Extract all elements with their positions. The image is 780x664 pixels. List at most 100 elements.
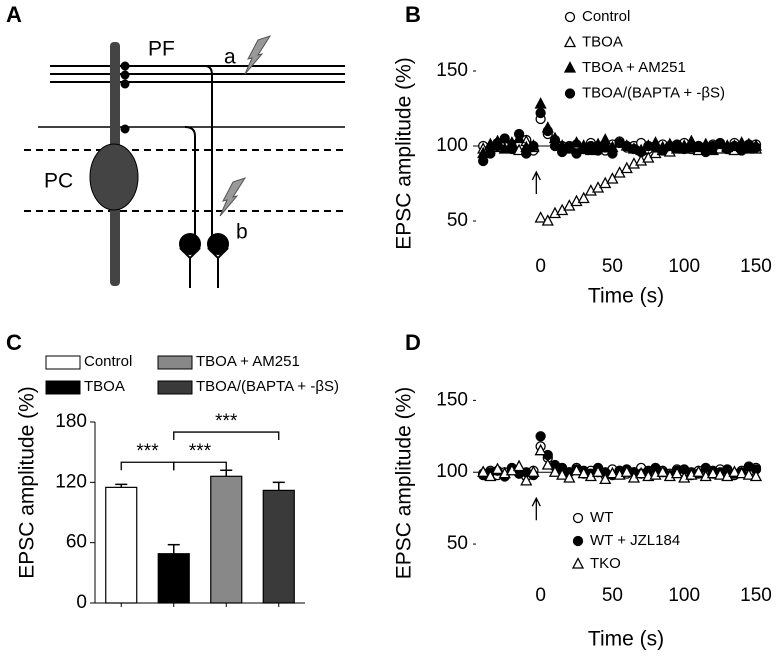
legend-marker	[572, 512, 584, 524]
marker	[714, 468, 727, 480]
legend-marker	[571, 557, 585, 569]
marker	[521, 148, 532, 159]
marker	[735, 466, 748, 479]
marker	[591, 465, 605, 477]
significance-bracket	[120, 461, 175, 471]
x-tick-label: 0	[535, 585, 546, 606]
x-tick-label: 100	[668, 256, 700, 277]
legend-label: TBOA	[84, 378, 125, 395]
legend-swatch	[45, 380, 81, 395]
marker	[549, 140, 561, 152]
stimulus-arrow	[531, 170, 541, 194]
legend-marker	[572, 535, 584, 547]
panel-label: C	[6, 330, 22, 355]
marker	[600, 142, 611, 153]
marker	[577, 191, 590, 204]
y-tick-label: 0	[76, 592, 87, 613]
marker	[706, 466, 719, 479]
legend-label: TBOA + AM251	[582, 59, 686, 76]
marker	[541, 458, 554, 470]
marker	[571, 148, 582, 159]
marker	[557, 146, 568, 158]
panel-label: B	[405, 2, 421, 27]
marker	[728, 465, 741, 477]
y-axis-label: EPSC amplitude (%)	[393, 387, 416, 580]
marker	[534, 97, 547, 109]
marker	[670, 466, 684, 479]
marker	[570, 463, 583, 476]
marker	[534, 211, 547, 223]
marker	[513, 128, 525, 140]
legend-marker	[564, 88, 576, 99]
x-tick-label: 50	[602, 256, 623, 277]
marker	[749, 469, 763, 482]
bar	[157, 553, 190, 604]
marker	[750, 142, 762, 153]
x-tick-label: 150	[740, 256, 772, 277]
marker	[742, 468, 755, 480]
marker	[700, 146, 711, 158]
legend-label: TBOA/(BAPTA + -βS)	[582, 84, 725, 101]
y-tick-label: 50	[447, 533, 468, 554]
marker	[528, 140, 539, 152]
marker	[564, 140, 575, 152]
legend-marker	[563, 35, 577, 48]
marker	[535, 431, 546, 442]
marker	[535, 107, 546, 119]
x-tick-label: 50	[602, 585, 623, 606]
marker	[729, 140, 740, 152]
marker	[499, 133, 510, 144]
diagram-label: a	[224, 46, 236, 69]
legend-label: TBOA/(BAPTA + -βS)	[196, 378, 339, 395]
marker	[563, 471, 576, 483]
marker	[491, 462, 504, 474]
legend-swatch	[157, 380, 193, 395]
legend-marker	[564, 11, 576, 23]
legend-label: TBOA + AM251	[196, 353, 300, 370]
y-tick-label: 180	[55, 411, 87, 432]
marker	[577, 466, 590, 479]
legend-label: TBOA	[582, 33, 623, 50]
x-axis-label: Time (s)	[588, 285, 664, 308]
marker	[606, 172, 619, 184]
y-tick-label: 100	[436, 135, 468, 156]
marker	[606, 466, 619, 479]
marker	[657, 145, 668, 156]
legend-swatch	[45, 355, 81, 370]
significance-label: ***	[136, 441, 159, 462]
y-axis-label: EPSC amplitude (%)	[16, 386, 39, 579]
bar	[262, 489, 295, 604]
marker	[585, 140, 597, 152]
legend-label: WT	[590, 509, 613, 526]
marker	[635, 146, 647, 158]
marker	[542, 125, 553, 137]
marker	[534, 443, 547, 456]
x-tick-label: 150	[740, 585, 772, 606]
marker	[478, 155, 489, 167]
y-tick-label: 150	[436, 60, 468, 81]
y-tick-label: 100	[436, 461, 468, 482]
significance-label: ***	[215, 411, 238, 432]
y-tick-label: 60	[66, 532, 87, 553]
y-tick-label: 150	[436, 389, 468, 410]
marker	[693, 140, 704, 152]
marker	[541, 214, 554, 226]
series	[477, 134, 763, 226]
marker	[520, 473, 533, 486]
panel-label: D	[405, 330, 421, 355]
legend-marker	[563, 61, 577, 73]
legend-label: TKO	[590, 555, 621, 572]
marker	[736, 145, 747, 156]
marker	[506, 143, 518, 155]
bar	[105, 486, 138, 604]
diagram-label: b	[236, 221, 248, 244]
marker	[692, 465, 705, 477]
bar	[210, 475, 243, 604]
x-tick-label: 0	[535, 256, 546, 277]
diagram: A PF a PC b	[6, 2, 345, 288]
stimulus-arrow	[531, 496, 541, 521]
y-tick-label: 50	[447, 210, 468, 231]
legend-swatch	[157, 355, 193, 370]
marker	[671, 139, 683, 150]
